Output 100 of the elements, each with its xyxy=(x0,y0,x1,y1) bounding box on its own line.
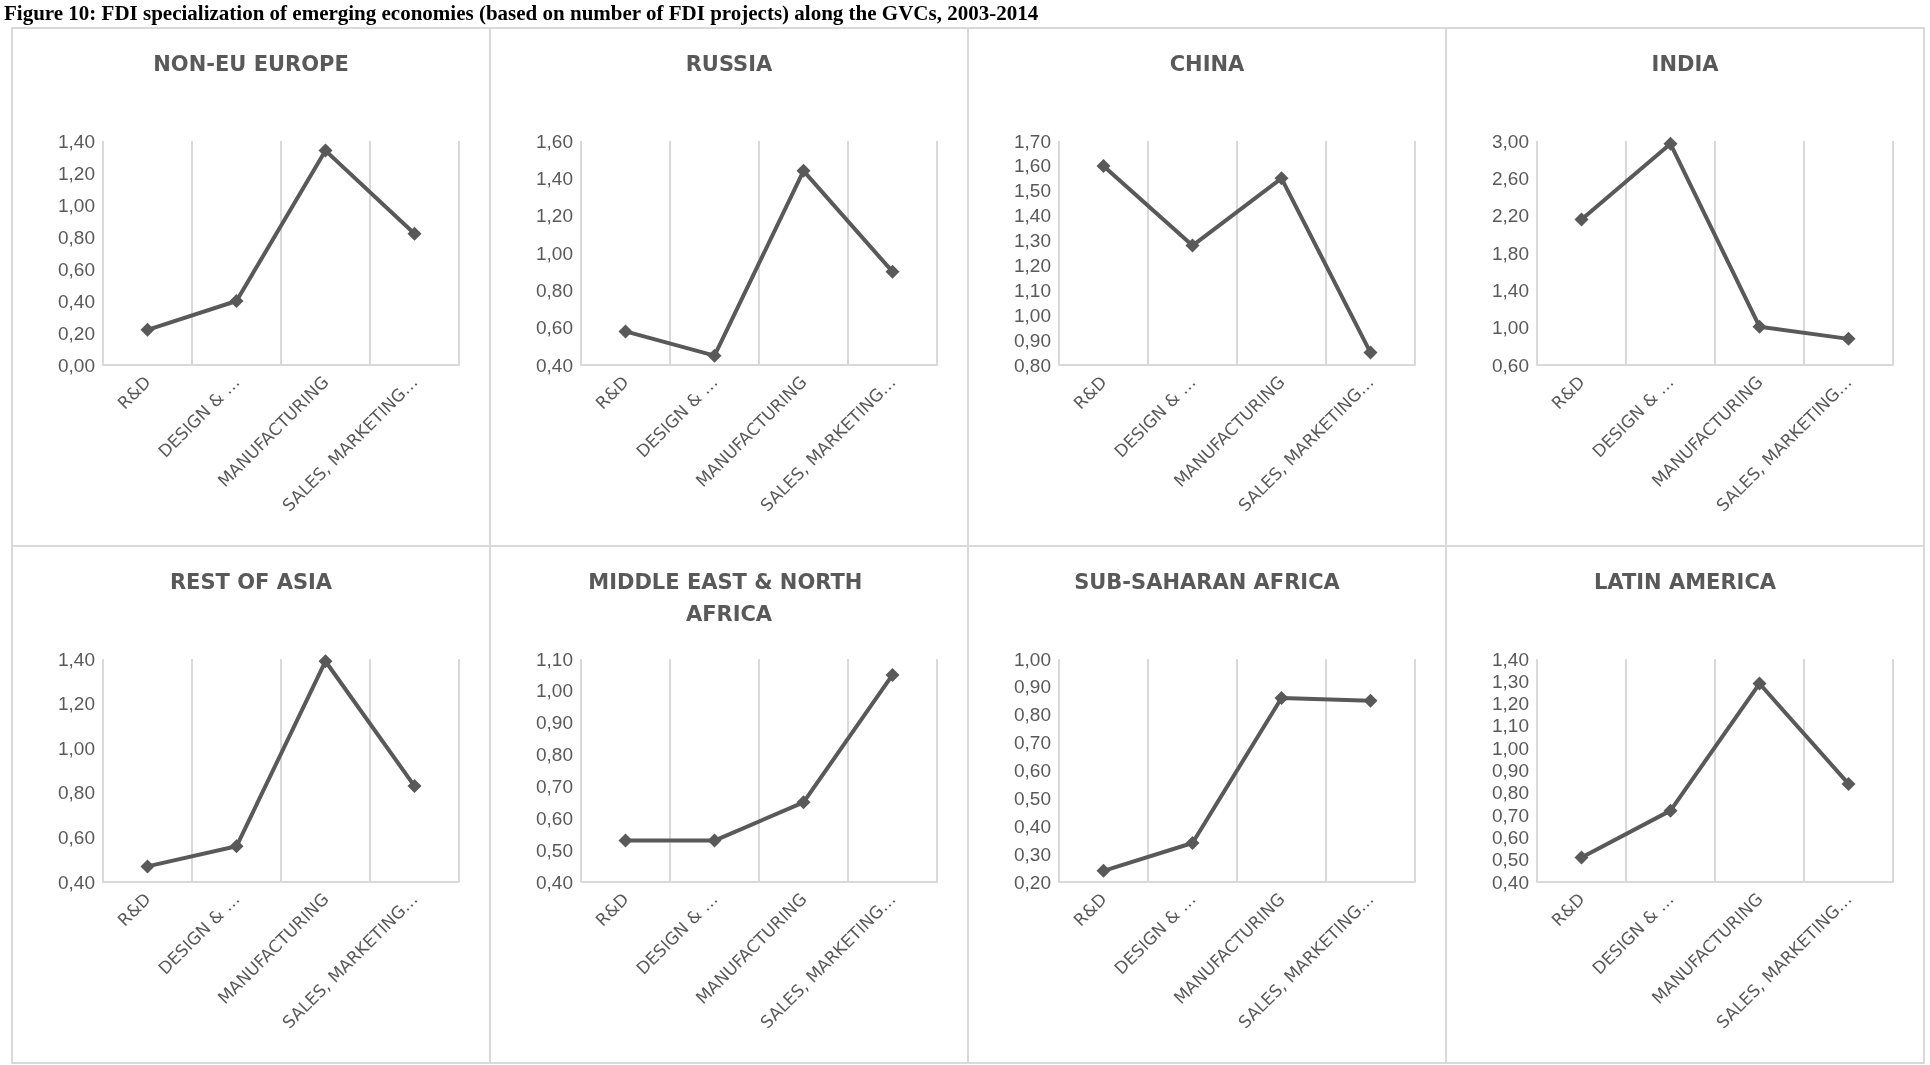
point xyxy=(885,264,900,279)
y-tick-label: 1,00 xyxy=(536,680,573,702)
y-tick-label: 0,90 xyxy=(1492,760,1529,781)
point xyxy=(140,322,155,337)
y-tick-label: 0,50 xyxy=(536,839,573,861)
y-tick-label: 0,60 xyxy=(1492,826,1529,848)
y-tick-label: 0,60 xyxy=(1014,760,1051,781)
point xyxy=(1363,345,1378,360)
y-tick-label: 0,80 xyxy=(1492,782,1529,804)
y-tick-label: 1,70 xyxy=(1014,130,1051,152)
y-tick-label: 1,60 xyxy=(1014,155,1051,177)
y-tick-label: 1,40 xyxy=(536,167,573,189)
chart-title: INDIA xyxy=(1651,52,1720,76)
y-tick-label: 0,30 xyxy=(1014,843,1051,865)
y-tick-label: 1,20 xyxy=(1014,254,1051,276)
point xyxy=(707,348,722,363)
point xyxy=(407,779,422,794)
point xyxy=(796,795,811,810)
y-tick-label: 1,00 xyxy=(1014,648,1051,670)
y-tick-label: 2,60 xyxy=(1492,167,1529,189)
y-tick-label: 1,40 xyxy=(1492,279,1529,301)
y-tick-label: 1,20 xyxy=(536,205,573,227)
point xyxy=(1096,158,1111,173)
point xyxy=(885,667,900,682)
y-tick-label: 0,50 xyxy=(1492,849,1529,871)
y-tick-label: 0,90 xyxy=(1014,676,1051,698)
point xyxy=(1574,850,1589,865)
y-tick-label: 0,40 xyxy=(58,871,95,893)
y-tick-label: 1,10 xyxy=(536,648,573,670)
point xyxy=(1185,238,1200,253)
y-tick-label: 0,60 xyxy=(58,826,95,848)
y-tick-label: 0,80 xyxy=(536,744,573,766)
point xyxy=(1096,863,1111,878)
point xyxy=(407,226,422,241)
y-tick-label: 1,10 xyxy=(1014,279,1051,301)
y-tick-label: 0,70 xyxy=(536,775,573,797)
y-tick-label: 0,40 xyxy=(1492,871,1529,893)
y-tick-label: 0,70 xyxy=(1014,732,1051,754)
y-tick-label: 1,20 xyxy=(58,162,95,184)
y-tick-label: 1,00 xyxy=(1014,304,1051,326)
y-tick-label: 0,40 xyxy=(536,354,573,376)
point xyxy=(1752,319,1767,334)
y-tick-label: 1,10 xyxy=(1492,715,1529,737)
y-tick-label: 1,00 xyxy=(58,194,95,216)
y-tick-label: 1,40 xyxy=(58,130,95,152)
chart-title: RUSSIA xyxy=(685,52,774,76)
y-tick-label: 0,60 xyxy=(536,807,573,829)
y-tick-label: 0,60 xyxy=(1492,354,1529,376)
y-tick-label: 1,40 xyxy=(58,648,95,670)
point xyxy=(1574,212,1589,227)
y-tick-label: 1,00 xyxy=(536,242,573,264)
y-tick-label: 0,80 xyxy=(58,226,95,248)
y-tick-label: 1,00 xyxy=(1492,317,1529,339)
point xyxy=(318,143,333,158)
y-tick-label: 0,20 xyxy=(1014,871,1051,893)
point xyxy=(1663,803,1678,818)
point xyxy=(318,654,333,669)
chart-title: SUB-SAHARAN AFRICA xyxy=(1074,570,1341,594)
point xyxy=(1841,776,1856,791)
point xyxy=(796,163,811,178)
point xyxy=(1274,691,1289,706)
chart-title: REST OF ASIA xyxy=(169,570,333,594)
y-tick-label: 1,30 xyxy=(1492,670,1529,692)
y-tick-label: 0,40 xyxy=(1014,815,1051,837)
y-tick-label: 1,40 xyxy=(1014,205,1051,227)
y-tick-label: 1,20 xyxy=(1492,693,1529,715)
point xyxy=(229,294,244,308)
chart-title: LATIN AMERICA xyxy=(1593,570,1777,594)
point xyxy=(707,833,722,848)
y-tick-label: 1,20 xyxy=(58,693,95,715)
y-tick-label: 0,90 xyxy=(1014,329,1051,351)
y-tick-label: 0,70 xyxy=(1492,804,1529,826)
y-tick-label: 1,30 xyxy=(1014,230,1051,252)
point xyxy=(1841,331,1856,346)
y-tick-label: 0,50 xyxy=(1014,787,1051,809)
y-tick-label: 0,90 xyxy=(536,712,573,734)
caption: Figure 10: FDI specialization of emerging economies (based on number of FDI projects) along the GVCs, 2003-2014 xyxy=(3,0,1040,27)
y-tick-label: 1,80 xyxy=(1492,242,1529,264)
y-tick-label: 3,00 xyxy=(1492,130,1529,152)
y-tick-label: 1,40 xyxy=(1492,648,1529,670)
point xyxy=(229,839,244,854)
y-tick-label: 0,80 xyxy=(1014,704,1051,726)
point xyxy=(618,324,633,339)
point xyxy=(1363,693,1378,708)
chart-title: CHINA xyxy=(1169,52,1246,76)
chart-title: MIDDLE EAST & NORTH AFRICA xyxy=(588,570,870,626)
y-tick-label: 0,60 xyxy=(536,317,573,339)
y-tick-label: 0,00 xyxy=(58,354,95,376)
y-tick-label: 1,50 xyxy=(1014,180,1051,202)
point xyxy=(618,833,633,848)
y-tick-label: 2,20 xyxy=(1492,205,1529,227)
y-tick-label: 0,40 xyxy=(536,871,573,893)
y-tick-label: 0,60 xyxy=(58,258,95,280)
y-tick-label: 1,00 xyxy=(1492,737,1529,759)
point xyxy=(1663,136,1678,151)
y-tick-label: 1,60 xyxy=(536,130,573,152)
chart-title: NON-EU EUROPE xyxy=(153,52,349,76)
y-tick-label: 0,80 xyxy=(1014,354,1051,376)
point xyxy=(1752,676,1767,691)
y-tick-label: 0,80 xyxy=(58,782,95,804)
